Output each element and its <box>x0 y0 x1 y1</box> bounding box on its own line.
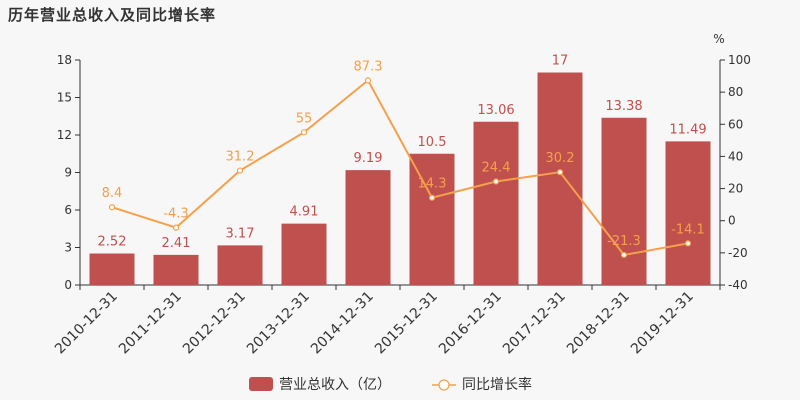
revenue-bar-label: 13.06 <box>477 103 514 118</box>
right-axis-unit: % <box>713 32 724 46</box>
left-axis-tick-label: 3 <box>64 241 72 255</box>
growth-rate-point <box>172 224 180 231</box>
growth-rate-label: -14.1 <box>671 222 705 237</box>
revenue-bar-label: 2.41 <box>162 236 191 251</box>
revenue-bar <box>345 170 391 285</box>
legend-revenue-label: 营业总收入（亿） <box>279 377 391 393</box>
left-axis-tick-label: 6 <box>64 203 72 217</box>
right-axis-tick-label: 80 <box>728 85 743 99</box>
revenue-bar-label: 17 <box>552 54 569 69</box>
right-axis-tick-label: -40 <box>728 278 748 292</box>
revenue-bar-label: 4.91 <box>290 205 319 220</box>
right-axis-tick-label: 0 <box>728 214 736 228</box>
growth-rate-point <box>236 167 244 174</box>
revenue-bar <box>89 253 135 285</box>
revenue-bar <box>409 153 455 285</box>
x-axis-tick-label: 2010-12-31 <box>52 289 121 358</box>
growth-rate-point <box>492 178 500 185</box>
revenue-bar <box>153 254 199 285</box>
legend-revenue-swatch <box>249 377 273 391</box>
right-axis-tick-label: 60 <box>728 117 743 131</box>
revenue-bar-label: 13.38 <box>605 99 642 114</box>
growth-rate-label: 8.4 <box>102 186 123 201</box>
growth-rate-label: 24.4 <box>482 161 511 176</box>
legend-growth-marker <box>438 379 450 391</box>
growth-rate-label: 55 <box>296 111 313 126</box>
revenue-bar <box>281 223 327 285</box>
x-axis-tick-label: 2013-12-31 <box>244 289 313 358</box>
left-axis-tick-label: 9 <box>64 166 72 180</box>
x-axis-tick-label: 2015-12-31 <box>372 289 441 358</box>
growth-rate-point <box>364 77 372 84</box>
growth-rate-label: 87.3 <box>354 59 383 74</box>
revenue-bar-label: 10.5 <box>418 135 447 150</box>
growth-rate-label: 30.2 <box>546 151 575 166</box>
growth-rate-label: -4.3 <box>163 207 188 222</box>
x-axis-tick-label: 2018-12-31 <box>564 289 633 358</box>
x-axis-tick-label: 2017-12-31 <box>500 289 569 358</box>
left-axis-tick-label: 15 <box>57 91 72 105</box>
growth-rate-point <box>428 194 436 201</box>
revenue-bar-label: 11.49 <box>669 122 706 137</box>
growth-rate-label: 14.3 <box>418 177 447 192</box>
revenue-bar <box>473 121 519 285</box>
growth-rate-point <box>556 169 564 176</box>
revenue-bar-label: 2.52 <box>98 235 127 250</box>
revenue-bar <box>601 117 647 285</box>
x-axis-tick-label: 2016-12-31 <box>436 289 505 358</box>
revenue-bar-label: 3.17 <box>226 226 255 241</box>
growth-rate-point <box>108 204 116 211</box>
x-axis-tick-label: 2012-12-31 <box>180 289 249 358</box>
growth-rate-point <box>300 129 308 136</box>
growth-rate-point <box>620 251 628 259</box>
right-axis-tick-label: 100 <box>728 53 751 67</box>
growth-rate-point <box>684 240 692 247</box>
revenue-bar <box>665 141 711 285</box>
right-axis-tick-label: 40 <box>728 149 743 163</box>
right-axis-tick-label: 20 <box>728 182 743 196</box>
growth-rate-line <box>111 78 689 257</box>
legend-growth-label: 同比增长率 <box>462 376 532 393</box>
x-axis-tick-label: 2014-12-31 <box>308 289 377 358</box>
chart-title: 历年营业总收入及同比增长率 <box>8 6 217 24</box>
left-axis-tick-label: 12 <box>57 128 72 142</box>
growth-rate-label: 31.2 <box>226 150 255 165</box>
left-axis-tick-label: 18 <box>57 53 72 67</box>
x-axis-tick-label: 2011-12-31 <box>116 289 185 358</box>
revenue-bar-label: 9.19 <box>354 151 383 166</box>
left-axis-tick-label: 0 <box>64 278 72 292</box>
growth-rate-label: -21.3 <box>607 234 641 249</box>
x-axis-tick-label: 2019-12-31 <box>628 289 697 358</box>
revenue-bar <box>217 245 263 285</box>
revenue-bar <box>537 72 583 285</box>
right-axis-tick-label: -20 <box>728 246 748 260</box>
